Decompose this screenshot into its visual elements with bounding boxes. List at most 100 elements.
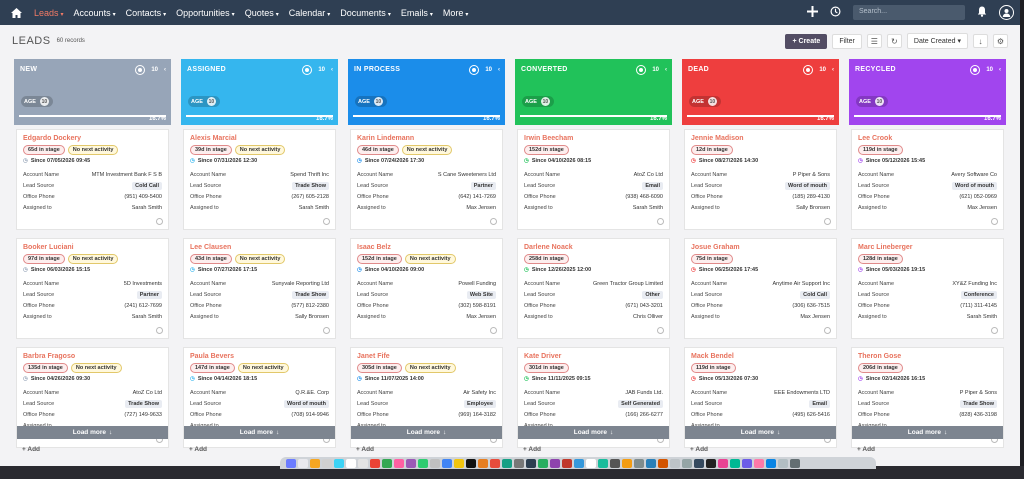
card-menu-icon[interactable]: [490, 327, 497, 334]
chevron-left-icon[interactable]: ‹: [498, 67, 500, 73]
lead-card[interactable]: Darlene Noack 258d in stage ◷ Since 12/26/2…: [517, 238, 670, 339]
card-menu-icon[interactable]: [490, 218, 497, 225]
dock-app-icon[interactable]: [634, 459, 644, 468]
dock-app-icon[interactable]: [526, 459, 536, 468]
dock-app-icon[interactable]: [502, 459, 512, 468]
lead-card[interactable]: Marc Lineberger 128d in stage ◷ Since 05/03…: [851, 238, 1004, 339]
bell-icon[interactable]: [977, 6, 987, 19]
lead-name[interactable]: Lee Crook: [858, 135, 893, 142]
load-more-button[interactable]: Load more ↓: [184, 426, 335, 439]
age-toggle[interactable]: AGE 10: [689, 96, 721, 107]
dock-app-icon[interactable]: [394, 459, 404, 468]
list-view-icon[interactable]: ☰: [866, 34, 882, 48]
dock-app-icon[interactable]: [334, 459, 344, 468]
nav-item-accounts[interactable]: Accounts ▾: [74, 8, 116, 18]
lead-card[interactable]: Irwin Beecham 152d in stage ◷ Since 04/10/2…: [517, 129, 670, 230]
card-menu-icon[interactable]: [657, 218, 664, 225]
dock-app-icon[interactable]: [730, 459, 740, 468]
chevron-left-icon[interactable]: ‹: [331, 67, 333, 73]
dock-app-icon[interactable]: [406, 459, 416, 468]
chevron-left-icon[interactable]: ‹: [832, 67, 834, 73]
dock-app-icon[interactable]: [586, 459, 596, 468]
home-icon[interactable]: [6, 7, 26, 18]
lead-card[interactable]: Jennie Madison 12d in stage ◷ Since 08/27/2…: [684, 129, 837, 230]
create-button[interactable]: + Create: [785, 33, 828, 49]
card-menu-icon[interactable]: [156, 218, 163, 225]
age-toggle[interactable]: AGE 10: [522, 96, 554, 107]
nav-item-leads[interactable]: Leads ▾: [34, 8, 64, 18]
dock-app-icon[interactable]: [430, 459, 440, 468]
user-avatar-icon[interactable]: [999, 5, 1014, 20]
lead-name[interactable]: Karin Lindemann: [357, 135, 415, 142]
lead-card[interactable]: Lee Crook 119d in stage ◷ Since 05/12/2026 …: [851, 129, 1004, 230]
load-more-button[interactable]: Load more ↓: [17, 426, 168, 439]
dock-app-icon[interactable]: [598, 459, 608, 468]
chevron-left-icon[interactable]: ‹: [164, 67, 166, 73]
dock-app-icon[interactable]: [610, 459, 620, 468]
nav-item-calendar[interactable]: Calendar ▾: [289, 8, 331, 18]
age-toggle[interactable]: AGE 10: [21, 96, 53, 107]
lead-name[interactable]: Lee Clausen: [190, 244, 232, 251]
load-more-button[interactable]: Load more ↓: [351, 426, 502, 439]
lead-name[interactable]: Alexis Marcial: [190, 135, 237, 142]
dock-app-icon[interactable]: [658, 459, 668, 468]
add-lead-button[interactable]: + Add: [523, 446, 541, 453]
target-icon[interactable]: [803, 65, 814, 75]
dock-app-icon[interactable]: [514, 459, 524, 468]
add-lead-button[interactable]: + Add: [857, 446, 875, 453]
dock-app-icon[interactable]: [538, 459, 548, 468]
dock-app-icon[interactable]: [646, 459, 656, 468]
lead-name[interactable]: Marc Lineberger: [858, 244, 913, 251]
plus-icon[interactable]: [807, 6, 818, 19]
age-toggle[interactable]: AGE 10: [355, 96, 387, 107]
age-toggle[interactable]: AGE 10: [856, 96, 888, 107]
dock-app-icon[interactable]: [766, 459, 776, 468]
dock-app-icon[interactable]: [790, 459, 800, 468]
dock-app-icon[interactable]: [670, 459, 680, 468]
nav-item-quotes[interactable]: Quotes ▾: [245, 8, 279, 18]
card-menu-icon[interactable]: [156, 327, 163, 334]
sort-select[interactable]: Date Created ▾: [906, 33, 968, 49]
sort-direction-icon[interactable]: ↓: [973, 34, 988, 48]
lead-name[interactable]: Janet Fife: [357, 353, 390, 360]
dock-app-icon[interactable]: [478, 459, 488, 468]
lead-name[interactable]: Irwin Beecham: [524, 135, 574, 142]
lead-card[interactable]: Alexis Marcial 39d in stage No next activi…: [183, 129, 336, 230]
dock-app-icon[interactable]: [358, 459, 368, 468]
dock-app-icon[interactable]: [490, 459, 500, 468]
lead-name[interactable]: Isaac Belz: [357, 244, 391, 251]
add-lead-button[interactable]: + Add: [356, 446, 374, 453]
dock-app-icon[interactable]: [778, 459, 788, 468]
card-menu-icon[interactable]: [323, 327, 330, 334]
lead-name[interactable]: Paula Bevers: [190, 353, 234, 360]
target-icon[interactable]: [135, 65, 146, 75]
nav-item-contacts[interactable]: Contacts ▾: [126, 8, 167, 18]
add-lead-button[interactable]: + Add: [189, 446, 207, 453]
load-more-button[interactable]: Load more ↓: [852, 426, 1003, 439]
card-menu-icon[interactable]: [657, 327, 664, 334]
chevron-left-icon[interactable]: ‹: [665, 67, 667, 73]
lead-card[interactable]: Josue Graham 75d in stage ◷ Since 06/25/202…: [684, 238, 837, 339]
nav-item-documents[interactable]: Documents ▾: [340, 8, 391, 18]
target-icon[interactable]: [302, 65, 313, 75]
card-menu-icon[interactable]: [323, 218, 330, 225]
dock-app-icon[interactable]: [562, 459, 572, 468]
target-icon[interactable]: [469, 65, 480, 75]
dock-app-icon[interactable]: [454, 459, 464, 468]
search-input[interactable]: Search...: [853, 5, 965, 20]
lead-name[interactable]: Mack Bendel: [691, 353, 734, 360]
nav-item-more[interactable]: More ▾: [443, 8, 469, 18]
dock-app-icon[interactable]: [706, 459, 716, 468]
dock-app-icon[interactable]: [694, 459, 704, 468]
card-menu-icon[interactable]: [824, 218, 831, 225]
lead-card[interactable]: Edgardo Dockery 65d in stage No next activ…: [16, 129, 169, 230]
dock-app-icon[interactable]: [682, 459, 692, 468]
dock-app-icon[interactable]: [382, 459, 392, 468]
lead-name[interactable]: Jennie Madison: [691, 135, 744, 142]
add-lead-button[interactable]: + Add: [22, 446, 40, 453]
lead-name[interactable]: Kate Driver: [524, 353, 562, 360]
target-icon[interactable]: [970, 65, 981, 75]
dock-app-icon[interactable]: [742, 459, 752, 468]
dock-app-icon[interactable]: [550, 459, 560, 468]
dock-app-icon[interactable]: [310, 459, 320, 468]
